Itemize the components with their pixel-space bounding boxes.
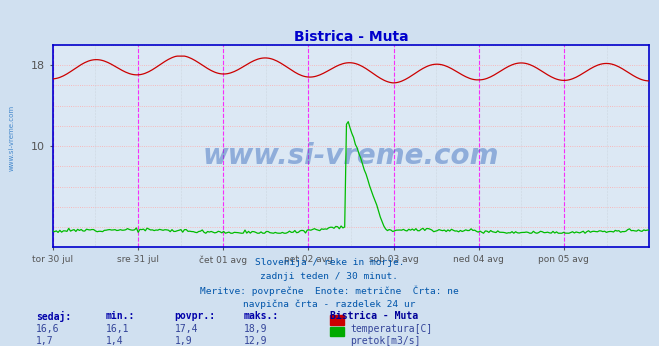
Text: zadnji teden / 30 minut.: zadnji teden / 30 minut. [260,272,399,281]
Text: www.si-vreme.com: www.si-vreme.com [9,105,14,172]
Text: povpr.:: povpr.: [175,311,215,321]
Text: 1,9: 1,9 [175,336,192,346]
Text: navpična črta - razdelek 24 ur: navpična črta - razdelek 24 ur [243,299,416,309]
Text: 1,4: 1,4 [105,336,123,346]
Title: Bistrica - Muta: Bistrica - Muta [294,30,408,44]
Text: Slovenija / reke in morje.: Slovenija / reke in morje. [255,258,404,267]
Text: 16,6: 16,6 [36,324,60,334]
Text: 18,9: 18,9 [244,324,268,334]
Text: www.si-vreme.com: www.si-vreme.com [203,142,499,170]
Text: maks.:: maks.: [244,311,279,321]
Text: min.:: min.: [105,311,135,321]
Text: Meritve: povprečne  Enote: metrične  Črta: ne: Meritve: povprečne Enote: metrične Črta:… [200,285,459,296]
Text: sedaj:: sedaj: [36,311,71,322]
Text: Bistrica - Muta: Bistrica - Muta [330,311,418,321]
Text: 17,4: 17,4 [175,324,198,334]
Text: 16,1: 16,1 [105,324,129,334]
Text: temperatura[C]: temperatura[C] [351,324,433,334]
Text: pretok[m3/s]: pretok[m3/s] [351,336,421,346]
Text: 12,9: 12,9 [244,336,268,346]
Text: 1,7: 1,7 [36,336,54,346]
